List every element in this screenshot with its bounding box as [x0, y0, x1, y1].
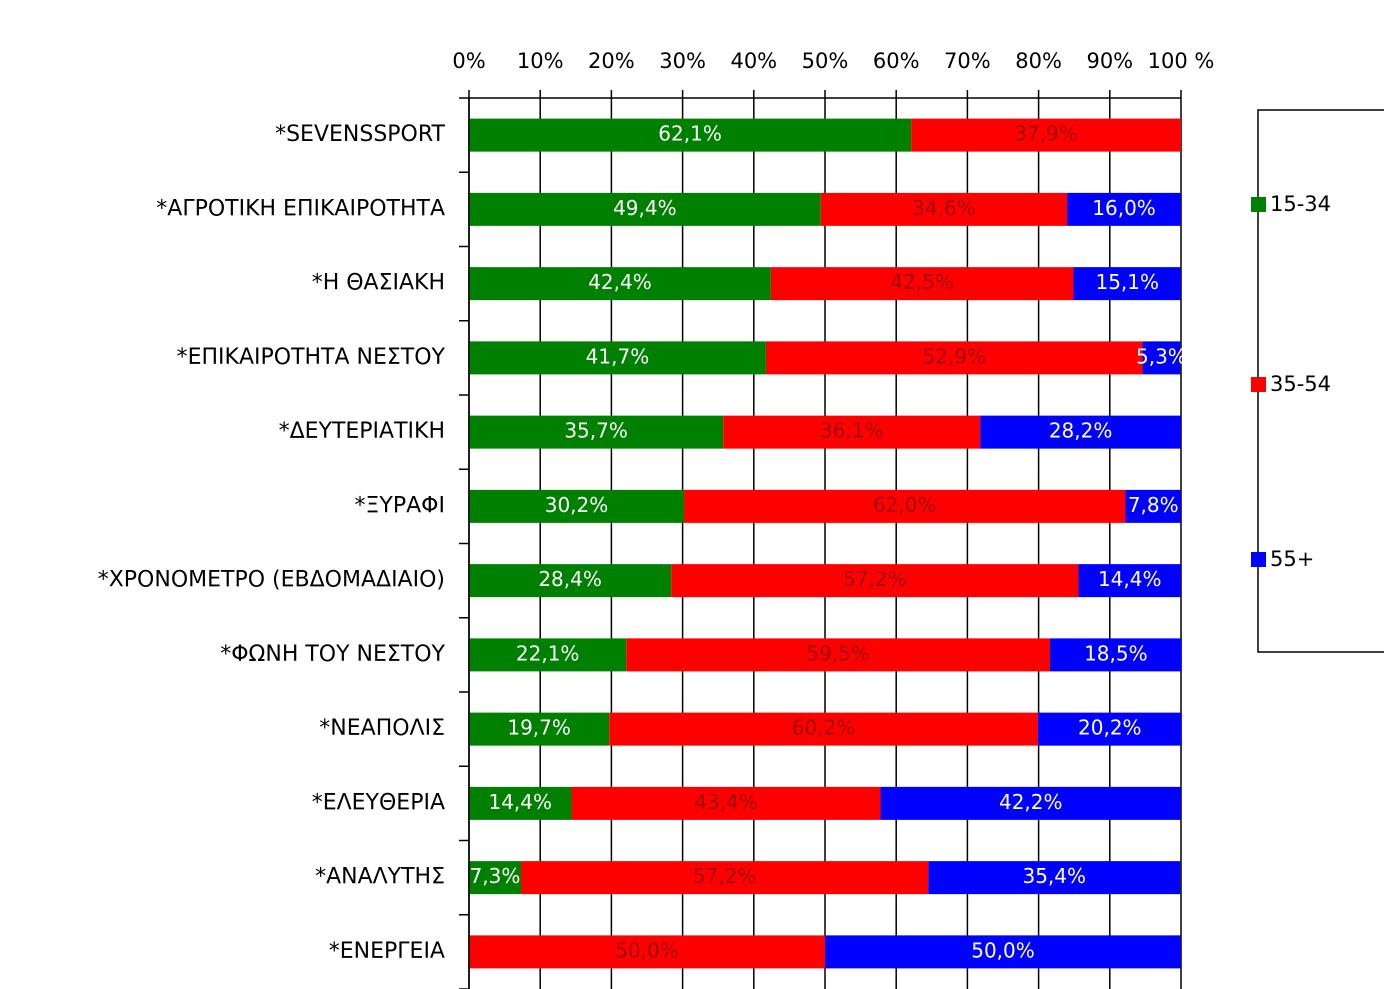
bar-segment [469, 786, 572, 820]
x-tick-label: 90% [1086, 49, 1133, 73]
data-label: 22,1% [516, 641, 580, 665]
bar-segment [825, 935, 1181, 969]
data-label: 14,4% [488, 790, 552, 814]
data-label: 41,7% [586, 344, 650, 368]
bar-segment [469, 638, 627, 672]
bar-segment [469, 861, 521, 895]
bar-segment [1078, 564, 1181, 598]
data-label: 57,2% [843, 567, 907, 591]
bar-segment [469, 564, 672, 598]
legend-label: 55+ [1270, 547, 1314, 571]
bar-segment [469, 267, 771, 301]
x-tick-label: 70% [944, 49, 991, 73]
legend-box [1257, 109, 1384, 653]
y-tick-label: *ΦΩΝΗ ΤΟΥ ΝΕΣΤΟΥ [220, 642, 445, 667]
bar-segment [469, 712, 610, 746]
y-tick-label: *ΑΓΡΟΤΙΚΗ ΕΠΙΚΑΙΡΟΤΗΤΑ [156, 196, 445, 221]
legend-swatch [1251, 377, 1266, 392]
bar-segment [469, 489, 685, 523]
data-label: 30,2% [545, 493, 609, 517]
y-tick-label: *ΑΝΑΛΥΤΗΣ [315, 865, 445, 890]
y-tick-label: *SEVENSSPORT [275, 122, 445, 147]
bar-segment [469, 341, 766, 375]
x-tick-label: 80% [1015, 49, 1062, 73]
legend-label: 35-54 [1270, 372, 1331, 396]
bar-segment [928, 861, 1181, 895]
bar-segment [1049, 638, 1182, 672]
data-label: 35,4% [1022, 864, 1086, 888]
y-tick-label: *ΕΝΕΡΓΕΙΑ [329, 939, 445, 964]
bar-segment [1067, 192, 1181, 226]
data-label: 37,9% [1014, 122, 1078, 146]
x-tick-label: 60% [873, 49, 920, 73]
data-label: 7,8% [1128, 493, 1179, 517]
data-label: 20,2% [1078, 716, 1142, 740]
data-label: 34,6% [912, 196, 976, 220]
y-tick-label: *Η ΘΑΣΙΑΚΗ [312, 271, 445, 296]
data-label: 50,0% [615, 938, 679, 962]
x-tick-label: 0% [452, 49, 485, 73]
bar-segment [520, 861, 929, 895]
data-label: 49,4% [613, 196, 677, 220]
x-tick-label: 100 % [1148, 49, 1215, 73]
data-label: 42,5% [890, 270, 954, 294]
legend-label: 15-34 [1270, 192, 1331, 216]
data-label: 62,1% [658, 122, 722, 146]
y-tick-label: *ΝΕΑΠΟΛΙΣ [319, 716, 445, 741]
bar-segment [820, 192, 1068, 226]
data-label: 42,4% [588, 270, 652, 294]
x-tick-label: 20% [588, 49, 635, 73]
data-label: 28,4% [538, 567, 602, 591]
data-label: 52,9% [922, 344, 986, 368]
legend-swatch [1251, 197, 1266, 212]
bar-segment [469, 935, 825, 969]
data-label: 43,4% [694, 790, 758, 814]
bar-segment [469, 192, 821, 226]
data-label: 5,3% [1136, 344, 1187, 368]
data-label: 16,0% [1092, 196, 1156, 220]
data-label: 36,1% [820, 419, 884, 443]
bar-segment [684, 489, 1126, 523]
data-label: 18,5% [1084, 641, 1148, 665]
x-tick-label: 40% [730, 49, 777, 73]
data-label: 62,0% [873, 493, 937, 517]
x-tick-label: 50% [802, 49, 849, 73]
bar-segment [1037, 712, 1182, 746]
data-label: 35,7% [564, 419, 628, 443]
legend-swatch [1251, 552, 1266, 567]
data-label: 14,4% [1098, 567, 1162, 591]
data-label: 15,1% [1095, 270, 1159, 294]
bar-segment [626, 638, 1050, 672]
bar-segment [980, 415, 1181, 449]
data-label: 60,2% [792, 716, 856, 740]
data-label: 7,3% [470, 864, 521, 888]
bar-segment [1125, 489, 1181, 523]
data-label: 59,5% [806, 641, 870, 665]
data-label: 57,2% [693, 864, 757, 888]
bar-segment [469, 415, 724, 449]
y-tick-label: *ΕΠΙΚΑΙΡΟΤΗΤΑ ΝΕΣΤΟΥ [177, 345, 446, 370]
bar-segment [571, 786, 881, 820]
bar-segment [1142, 341, 1181, 375]
bar-segment [723, 415, 981, 449]
data-label: 28,2% [1049, 419, 1113, 443]
x-tick-label: 30% [659, 49, 706, 73]
data-label: 19,7% [507, 716, 571, 740]
bar-segment [765, 341, 1143, 375]
y-tick-label: *ΕΛΕΥΘΕΡΙΑ [312, 790, 445, 815]
bar-segment [469, 118, 912, 152]
y-tick-label: *ΧΡΟΝΟΜΕΤΡΟ (ΕΒΔΟΜΑΔΙΑΙΟ) [98, 568, 445, 593]
data-label: 42,2% [999, 790, 1063, 814]
bar-segment [609, 712, 1038, 746]
bar-segment [1073, 267, 1181, 301]
bar-segment [911, 118, 1181, 152]
bar-segment [671, 564, 1079, 598]
y-tick-label: *ΞΥΡΑΦΙ [355, 493, 445, 518]
y-tick-label: *ΔΕΥΤΕΡΙΑΤΙΚΗ [279, 419, 445, 444]
x-tick-label: 10% [517, 49, 564, 73]
bar-segment [770, 267, 1074, 301]
data-label: 50,0% [971, 938, 1035, 962]
bar-segment [880, 786, 1181, 820]
